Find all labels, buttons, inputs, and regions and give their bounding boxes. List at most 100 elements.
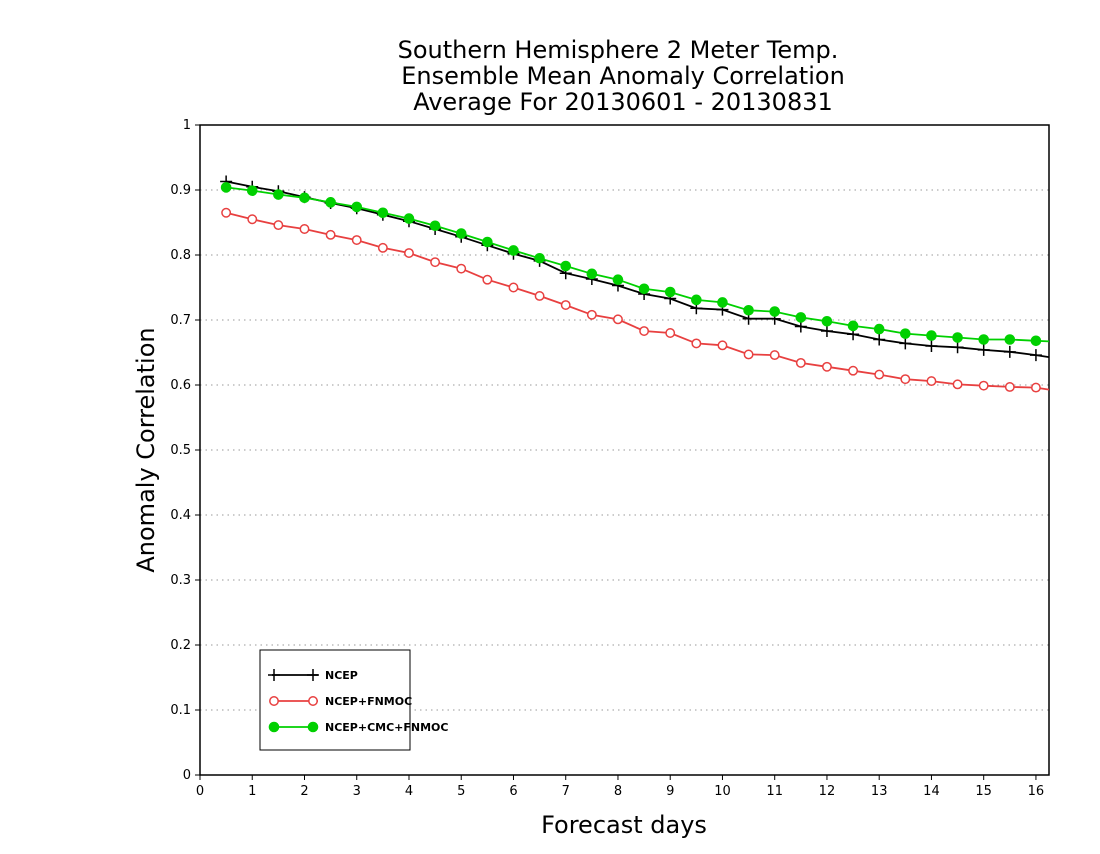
legend-label: NCEP+CMC+FNMOC: [325, 721, 448, 734]
data-point-ncep-cmc-fnmoc: [612, 274, 624, 286]
y-tick-label: 0.6: [170, 378, 191, 393]
data-point-ncep-fnmoc: [1004, 382, 1015, 392]
data-point-ncep-cmc-fnmoc: [873, 323, 885, 335]
y-tick-label: 1: [183, 118, 191, 133]
series-ncep: [220, 175, 1050, 362]
data-point-ncep-fnmoc: [743, 349, 754, 360]
data-point-ncep-cmc-fnmoc: [952, 332, 963, 343]
data-point-ncep-fnmoc: [952, 379, 963, 390]
legend-marker: [269, 696, 279, 706]
x-tick-label: 3: [353, 784, 361, 799]
data-point-ncep-fnmoc: [351, 235, 362, 246]
data-point-ncep-fnmoc: [978, 380, 989, 391]
data-point-ncep-cmc-fnmoc: [560, 260, 572, 272]
data-point-ncep: [977, 343, 990, 356]
chart-title-line-2: Ensemble Mean Anomaly Correlation: [401, 62, 845, 90]
data-point-ncep-fnmoc: [377, 242, 388, 253]
x-tick-label: 9: [666, 784, 674, 799]
y-tick-label: 0.4: [170, 508, 191, 523]
data-point-ncep-fnmoc: [848, 365, 859, 376]
data-point-ncep-cmc-fnmoc: [534, 252, 545, 264]
series-ncep-cmc-fnmoc: [220, 182, 1050, 347]
x-tick-label: 16: [1028, 784, 1045, 799]
data-point-ncep-fnmoc: [639, 326, 650, 336]
data-point-ncep: [1003, 345, 1016, 358]
data-point-ncep-cmc-fnmoc: [821, 316, 833, 327]
series-line-ncep: [225, 180, 1050, 358]
legend-entry-ncep: NCEP: [268, 669, 358, 682]
x-tick-label: 15: [975, 784, 992, 799]
x-tick-label: 13: [871, 784, 888, 799]
data-point-ncep-fnmoc: [221, 207, 232, 218]
y-tick-label: 0.7: [170, 313, 191, 328]
data-point-ncep-cmc-fnmoc: [926, 330, 937, 341]
legend-entry-ncep-fnmoc: NCEP+FNMOC: [269, 695, 412, 708]
data-point-ncep-cmc-fnmoc: [664, 286, 676, 298]
data-point-ncep: [951, 341, 964, 354]
data-point-ncep-cmc-fnmoc: [900, 328, 911, 339]
data-point-ncep-fnmoc: [1030, 382, 1041, 393]
data-point-ncep-fnmoc: [822, 361, 832, 372]
data-point-ncep-cmc-fnmoc: [769, 306, 781, 317]
x-tick-label: 10: [714, 784, 731, 799]
data-point-ncep-cmc-fnmoc: [377, 207, 389, 219]
data-point-ncep: [925, 340, 938, 352]
data-point-ncep-cmc-fnmoc: [429, 220, 441, 232]
legend-label: NCEP: [325, 669, 358, 682]
data-point-ncep-cmc-fnmoc: [273, 189, 284, 200]
series-line-ncep-fnmoc: [225, 211, 1050, 391]
data-point-ncep-cmc-fnmoc: [717, 297, 728, 308]
data-point-ncep-fnmoc: [717, 340, 728, 351]
chart-title: Southern Hemisphere 2 Meter Temp. Ensemb…: [398, 36, 845, 116]
data-point-ncep-fnmoc: [430, 257, 441, 268]
x-axis: 0 1 2 3 4 5 6 7 8 9 10 11 12 13 14 15 16: [196, 775, 1044, 799]
data-point-ncep-fnmoc: [456, 263, 467, 274]
data-point-ncep-cmc-fnmoc: [508, 245, 519, 256]
gridlines: [200, 189, 1049, 711]
y-axis: 0 0.1 0.2 0.3 0.4 0.5 0.6 0.7 0.8 0.9 1: [170, 118, 200, 783]
x-tick-label: 4: [405, 784, 413, 799]
x-axis-title: Forecast days: [541, 811, 707, 839]
data-point-ncep-cmc-fnmoc: [482, 236, 493, 248]
data-point-ncep-cmc-fnmoc: [586, 268, 598, 280]
x-tick-label: 11: [766, 784, 783, 799]
legend-marker: [268, 669, 280, 681]
y-tick-label: 0.8: [170, 248, 191, 263]
y-tick-label: 0.1: [170, 703, 191, 718]
legend-label: NCEP+FNMOC: [325, 695, 412, 708]
data-point-ncep-cmc-fnmoc: [638, 283, 650, 295]
data-point-ncep-fnmoc: [900, 374, 911, 385]
data-point-ncep-fnmoc: [795, 357, 806, 368]
data-point-ncep-cmc-fnmoc: [691, 294, 702, 306]
x-tick-label: 5: [457, 784, 465, 799]
data-point-ncep-fnmoc: [874, 369, 885, 380]
legend: NCEP NCEP+FNMOC NCEP+CMC+FNMOC: [259, 649, 448, 751]
data-point-ncep-fnmoc: [769, 350, 780, 361]
legend-marker: [308, 696, 318, 706]
data-point-ncep-cmc-fnmoc: [1030, 335, 1042, 347]
y-tick-label: 0.5: [170, 443, 191, 458]
x-tick-label: 7: [562, 784, 570, 799]
data-point-ncep-cmc-fnmoc: [743, 304, 754, 316]
data-point-ncep-cmc-fnmoc: [847, 320, 859, 332]
data-point-ncep-cmc-fnmoc: [351, 201, 363, 213]
data-point-ncep-fnmoc: [325, 229, 336, 240]
y-tick-label: 0: [183, 768, 191, 783]
data-point-ncep: [899, 337, 912, 350]
y-tick-label: 0.2: [170, 638, 191, 653]
data-point-ncep: [1029, 349, 1042, 362]
x-tick-label: 2: [300, 784, 308, 799]
data-point-ncep-cmc-fnmoc: [220, 182, 232, 193]
data-point-ncep-cmc-fnmoc: [795, 312, 807, 323]
data-point-ncep-cmc-fnmoc: [1004, 334, 1016, 345]
x-tick-label: 6: [509, 784, 517, 799]
series-line-ncep-cmc-fnmoc: [225, 186, 1050, 343]
data-point-ncep: [873, 333, 886, 346]
data-point-ncep-fnmoc: [299, 224, 310, 234]
series-ncep-fnmoc: [221, 207, 1050, 393]
x-tick-label: 12: [819, 784, 836, 799]
data-point-ncep-fnmoc: [404, 248, 414, 259]
x-tick-label: 1: [248, 784, 256, 799]
data-point-ncep-fnmoc: [273, 220, 284, 231]
